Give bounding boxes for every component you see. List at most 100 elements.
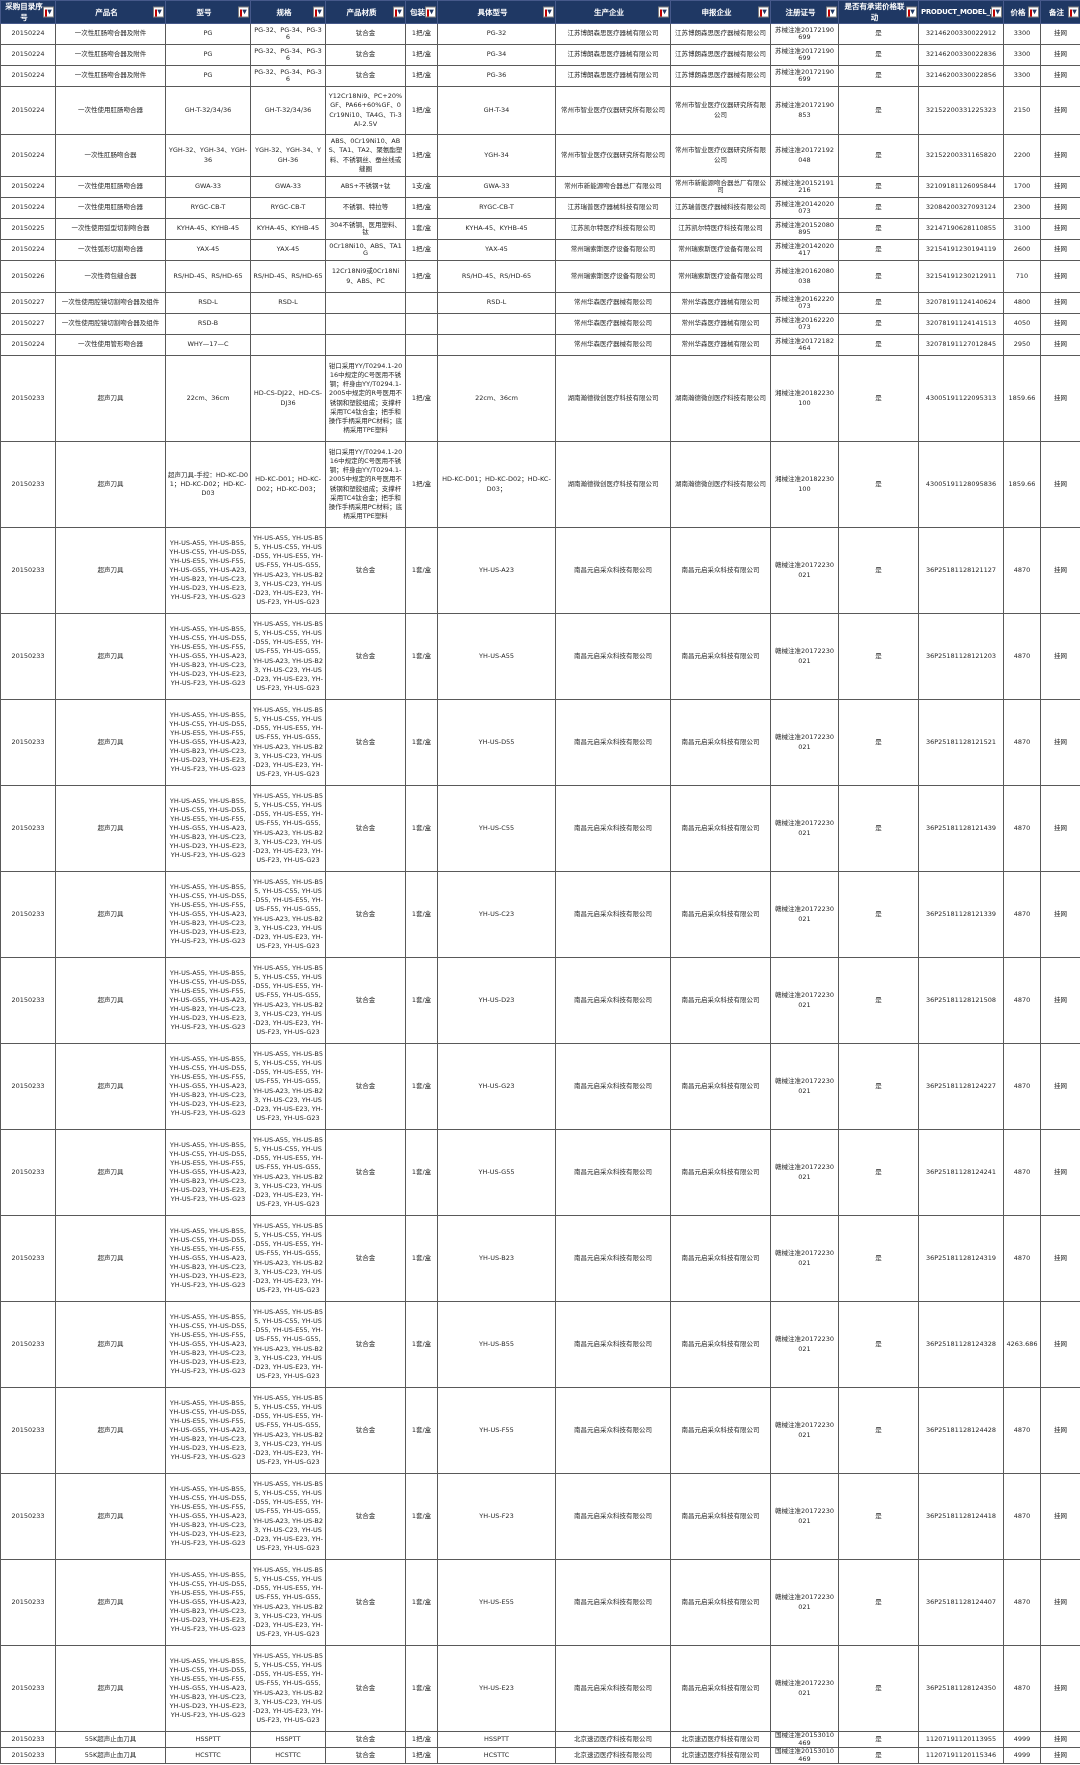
table-cell[interactable]: 是 [838, 239, 919, 261]
table-cell[interactable]: YH-US-A55, YH-US-B55, YH-US-C55, YH-US-D… [165, 613, 251, 700]
table-cell[interactable]: 32109181126095844 [918, 176, 1004, 198]
column-header-13[interactable]: 备注 ▼ [1040, 0, 1080, 24]
table-cell[interactable]: 南昌元启采众科技有限公司 [670, 1559, 771, 1646]
table-cell[interactable]: 是 [838, 699, 919, 786]
table-cell[interactable]: 江苏博朗森思医疗器械有限公司 [555, 44, 671, 66]
table-cell[interactable]: YGH-32、YGH-34、YGH-36 [250, 134, 326, 177]
table-cell[interactable]: YH-US-G55 [437, 1129, 556, 1216]
table-cell[interactable]: GWA-33 [165, 176, 251, 198]
column-header-1[interactable]: 产品名 ▼ [55, 0, 166, 24]
table-cell[interactable]: 常州市智业医疗仪器研究所有限公司 [670, 86, 771, 135]
table-cell[interactable]: 是 [838, 134, 919, 177]
table-cell[interactable]: 20150224 [0, 197, 56, 219]
table-cell[interactable]: PG [165, 23, 251, 45]
table-cell[interactable]: 1套/盒 [405, 1301, 438, 1388]
table-cell[interactable]: 钛合金 [325, 23, 406, 45]
table-cell[interactable]: YH-US-D23 [437, 957, 556, 1044]
table-cell[interactable] [250, 334, 326, 356]
table-cell[interactable] [325, 313, 406, 335]
table-cell[interactable]: 是 [838, 1043, 919, 1130]
table-cell[interactable]: 超声刀具 [55, 1215, 166, 1302]
filter-dropdown-icon[interactable]: ▼ [238, 6, 249, 18]
table-cell[interactable]: 北京速迈医疗科技有限公司 [555, 1747, 671, 1764]
table-cell[interactable]: 55K超声止血刀具 [55, 1747, 166, 1764]
table-cell[interactable]: 1把/盒 [405, 86, 438, 135]
table-cell[interactable]: YH-US-A55, YH-US-B55, YH-US-C55, YH-US-D… [165, 1301, 251, 1388]
table-cell[interactable]: 36P25181128121508 [918, 957, 1004, 1044]
table-cell[interactable]: HD-KC-D01；HD-KC-D02；HD-KC-D03； [250, 441, 326, 528]
table-cell[interactable]: 江苏博朗森思医疗器械有限公司 [670, 44, 771, 66]
table-cell[interactable]: GH-T-34 [437, 86, 556, 135]
table-cell[interactable]: 32078191124141513 [918, 313, 1004, 335]
table-cell[interactable]: 是 [838, 334, 919, 356]
table-cell[interactable]: 南昌元启采众科技有限公司 [555, 1043, 671, 1130]
table-cell[interactable]: 钳口采用YY/T0294.1-2016中规定的C号医用不锈钢；杆身由YY/T02… [325, 355, 406, 442]
table-cell[interactable]: YH-US-A55, YH-US-B55, YH-US-C55, YH-US-D… [250, 1387, 326, 1474]
table-cell[interactable]: 挂网 [1040, 613, 1080, 700]
table-cell[interactable]: 4870 [1003, 1559, 1041, 1646]
table-cell[interactable]: 是 [838, 785, 919, 872]
table-cell[interactable]: 4870 [1003, 957, 1041, 1044]
column-header-8[interactable]: 申报企业 ▼ [670, 0, 771, 24]
table-cell[interactable]: 湖南瀚德微创医疗科技有限公司 [670, 355, 771, 442]
table-cell[interactable]: YH-US-A55, YH-US-B55, YH-US-C55, YH-US-D… [250, 1301, 326, 1388]
table-cell[interactable]: 苏械注准20172182464 [770, 334, 839, 356]
table-cell[interactable]: 赣械注准20172230021 [770, 1129, 839, 1216]
table-cell[interactable]: 钛合金 [325, 1645, 406, 1732]
table-cell[interactable]: 20150233 [0, 1559, 56, 1646]
table-cell[interactable]: 挂网 [1040, 65, 1080, 87]
table-cell[interactable]: Y12Cr18Ni9、PC+20%GF、PA66+60%GF、0Cr19Ni10… [325, 86, 406, 135]
table-cell[interactable]: 20150224 [0, 86, 56, 135]
table-cell[interactable]: PG-36 [437, 65, 556, 87]
table-cell[interactable]: 赣械注准20172230021 [770, 1559, 839, 1646]
table-cell[interactable]: 湖南瀚德微创医疗科技有限公司 [555, 441, 671, 528]
table-cell[interactable]: 常州市智业医疗仪器研究所有限公司 [555, 86, 671, 135]
table-cell[interactable]: 常州瑞索斯医疗设备有限公司 [555, 239, 671, 261]
table-cell[interactable]: 是 [838, 218, 919, 240]
table-cell[interactable]: 是 [838, 260, 919, 293]
table-cell[interactable]: 4870 [1003, 613, 1041, 700]
table-cell[interactable]: 一次性使用肛肠吻合器 [55, 176, 166, 198]
table-cell[interactable]: YH-US-A55, YH-US-B55, YH-US-C55, YH-US-D… [250, 699, 326, 786]
table-cell[interactable]: 钛合金 [325, 613, 406, 700]
table-cell[interactable]: 挂网 [1040, 441, 1080, 528]
table-cell[interactable]: 是 [838, 957, 919, 1044]
table-cell[interactable]: 超声刀具 [55, 1387, 166, 1474]
table-cell[interactable]: 钛合金 [325, 699, 406, 786]
table-cell[interactable]: 32147190628110855 [918, 218, 1004, 240]
table-cell[interactable]: 挂网 [1040, 785, 1080, 872]
table-cell[interactable]: YH-US-A55, YH-US-B55, YH-US-C55, YH-US-D… [250, 1043, 326, 1130]
table-cell[interactable]: 32146200330022836 [918, 44, 1004, 66]
table-cell[interactable]: 超声刀具 [55, 1559, 166, 1646]
table-cell[interactable]: 20150224 [0, 65, 56, 87]
table-cell[interactable]: 赣械注准20172230021 [770, 699, 839, 786]
table-cell[interactable]: YH-US-A55, YH-US-B55, YH-US-C55, YH-US-D… [165, 1215, 251, 1302]
table-cell[interactable]: 1把/盒 [405, 134, 438, 177]
table-cell[interactable]: HSSPTT [165, 1731, 251, 1748]
table-cell[interactable]: 超声刀具 [55, 1301, 166, 1388]
table-cell[interactable]: 1把/盒 [405, 260, 438, 293]
table-cell[interactable]: 36P25181128124407 [918, 1559, 1004, 1646]
filter-dropdown-icon[interactable]: ▼ [991, 6, 1002, 18]
table-cell[interactable]: 2950 [1003, 334, 1041, 356]
table-cell[interactable]: 挂网 [1040, 86, 1080, 135]
column-header-10[interactable]: 是否有承诺价格联动 ▼ [838, 0, 919, 24]
table-cell[interactable]: 超声刀具 [55, 1129, 166, 1216]
table-cell[interactable]: 钛合金 [325, 65, 406, 87]
table-cell[interactable]: 挂网 [1040, 1559, 1080, 1646]
table-cell[interactable]: RSD-L [437, 292, 556, 314]
table-cell[interactable]: 钛合金 [325, 957, 406, 1044]
table-cell[interactable]: 南昌元启采众科技有限公司 [670, 785, 771, 872]
table-cell[interactable] [405, 313, 438, 335]
table-cell[interactable]: 挂网 [1040, 1301, 1080, 1388]
table-cell[interactable]: 挂网 [1040, 1043, 1080, 1130]
table-cell[interactable]: 是 [838, 86, 919, 135]
table-cell[interactable]: PG-34 [437, 44, 556, 66]
table-cell[interactable]: 1把/盒 [405, 65, 438, 87]
table-cell[interactable]: 一次性荷包缝合器 [55, 260, 166, 293]
table-cell[interactable]: 挂网 [1040, 871, 1080, 958]
table-cell[interactable]: 一次性肛肠吻合器及附件 [55, 23, 166, 45]
table-cell[interactable]: 挂网 [1040, 527, 1080, 614]
table-cell[interactable]: YH-US-A55, YH-US-B55, YH-US-C55, YH-US-D… [250, 785, 326, 872]
table-cell[interactable]: 4870 [1003, 1043, 1041, 1130]
